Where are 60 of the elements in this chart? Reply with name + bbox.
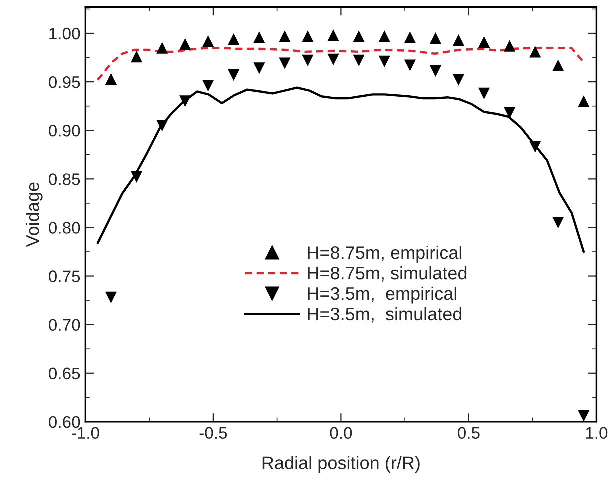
point (504, 107, 516, 119)
point (328, 30, 340, 42)
point (156, 42, 168, 54)
point (430, 32, 442, 44)
y-tick-label: 1.00 (50, 28, 80, 40)
legend-label: H=8.75m, simulated (308, 266, 467, 282)
point (130, 50, 143, 63)
x-axis-title: Radial position (r/R) (262, 456, 420, 474)
y-tick-label: 0.65 (49, 368, 80, 380)
x-tick-label: -1.0 (72, 427, 100, 440)
point (378, 30, 390, 42)
point (302, 54, 314, 66)
point (279, 58, 291, 70)
y-tick-label: 0.75 (49, 270, 80, 282)
point (105, 73, 118, 85)
point (478, 36, 490, 48)
point (430, 66, 442, 78)
point (328, 54, 340, 66)
y-axis-title: Voidage (26, 182, 43, 248)
point (180, 96, 192, 108)
y-tick-label: 0.85 (49, 174, 80, 186)
point (105, 292, 118, 304)
point (478, 88, 490, 100)
x-tick-label: 0.5 (458, 427, 480, 440)
point (130, 171, 143, 184)
point (578, 96, 590, 108)
point (504, 40, 516, 52)
point (530, 141, 542, 153)
point (156, 120, 168, 132)
point (578, 410, 590, 422)
point (452, 34, 465, 46)
point (552, 217, 564, 229)
point (279, 30, 291, 42)
point (180, 38, 192, 50)
x-tick-label: -0.5 (200, 427, 228, 440)
legend-label: H=3.5m, simulated (308, 307, 462, 323)
point (530, 46, 542, 58)
point (202, 80, 214, 92)
point (552, 60, 564, 72)
point (202, 35, 214, 48)
point (254, 32, 266, 44)
y-tick-label: 0.90 (49, 125, 80, 137)
x-tick-label: 0.0 (330, 427, 352, 440)
y-tick-label: 0.80 (49, 222, 80, 234)
legend-label: H=3.5m, empirical (308, 286, 456, 304)
point (404, 32, 416, 44)
point (378, 56, 390, 68)
point (404, 60, 416, 72)
point (353, 30, 365, 42)
y-tick-label: 0.70 (49, 319, 80, 332)
x-tick-label: 1.0 (586, 427, 608, 440)
point (302, 30, 314, 42)
point (254, 62, 266, 74)
point (353, 54, 365, 66)
point (228, 34, 240, 46)
point (452, 74, 465, 86)
y-tick-label: 0.60 (49, 416, 80, 428)
y-tick-label: 0.95 (49, 76, 80, 88)
legend-label: H=8.75m, empirical (308, 246, 462, 263)
point (228, 69, 240, 82)
